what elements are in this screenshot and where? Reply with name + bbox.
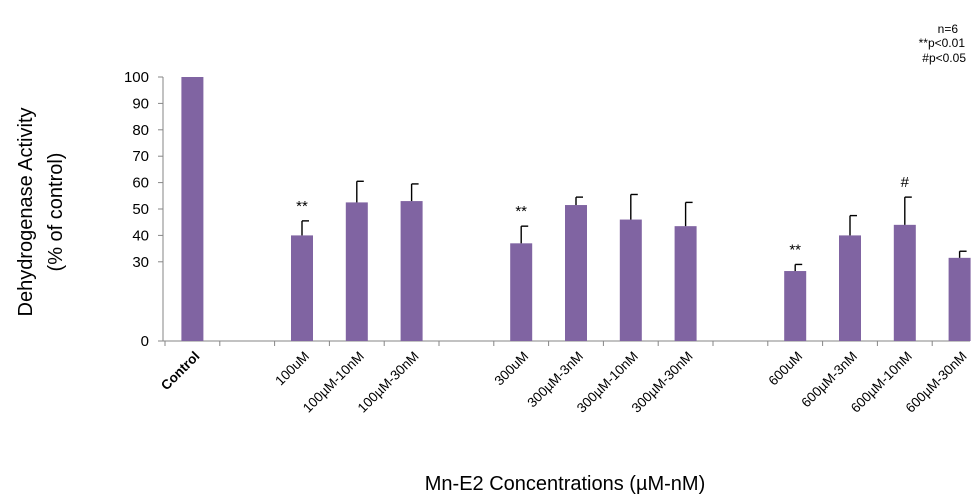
y-axis: 0 30 40 50 60 70 80 90 100 (124, 69, 164, 350)
category-label: Control (158, 349, 203, 394)
y-axis-title-line2: (% of control) (45, 153, 67, 272)
bar (510, 243, 533, 341)
bar (345, 202, 368, 341)
y-tick-label: 30 (132, 254, 149, 271)
y-tick-label: 0 (141, 333, 149, 350)
bar (839, 235, 861, 341)
significance-marker: ** (296, 198, 308, 215)
y-tick-label: 90 (132, 95, 149, 112)
bar (400, 201, 423, 341)
bar (565, 205, 587, 341)
bar (291, 235, 313, 341)
bar (784, 271, 807, 341)
bar (674, 226, 697, 341)
legend-note-p05: #p<0.05 (922, 51, 966, 65)
bar (893, 224, 916, 341)
bar (948, 257, 971, 341)
legend-note-p01: **p<0.01 (919, 36, 966, 50)
x-axis (163, 340, 970, 346)
y-tick-label: 60 (132, 175, 149, 192)
category-label: 100uM (272, 349, 312, 389)
bar (619, 219, 642, 341)
significance-marker: ** (515, 203, 527, 220)
y-tick-label: 50 (132, 201, 149, 218)
bars: ** ** ** # (181, 77, 971, 341)
y-axis-title-line1: Dehydrogenase Activity (15, 107, 37, 316)
bar (181, 77, 204, 341)
category-label: 600uM (766, 349, 806, 389)
y-tick-label: 80 (132, 122, 149, 139)
significance-marker: # (901, 174, 910, 191)
legend-note-n: n=6 (938, 22, 959, 36)
y-tick-label: 40 (132, 227, 149, 244)
category-label: 300uM (492, 349, 532, 389)
x-axis-title: Mn-E2 Concentrations (µM-nM) (425, 473, 706, 495)
y-tick-label: 100 (124, 69, 149, 86)
significance-marker: ** (789, 241, 801, 258)
y-tick-label: 70 (132, 148, 149, 165)
